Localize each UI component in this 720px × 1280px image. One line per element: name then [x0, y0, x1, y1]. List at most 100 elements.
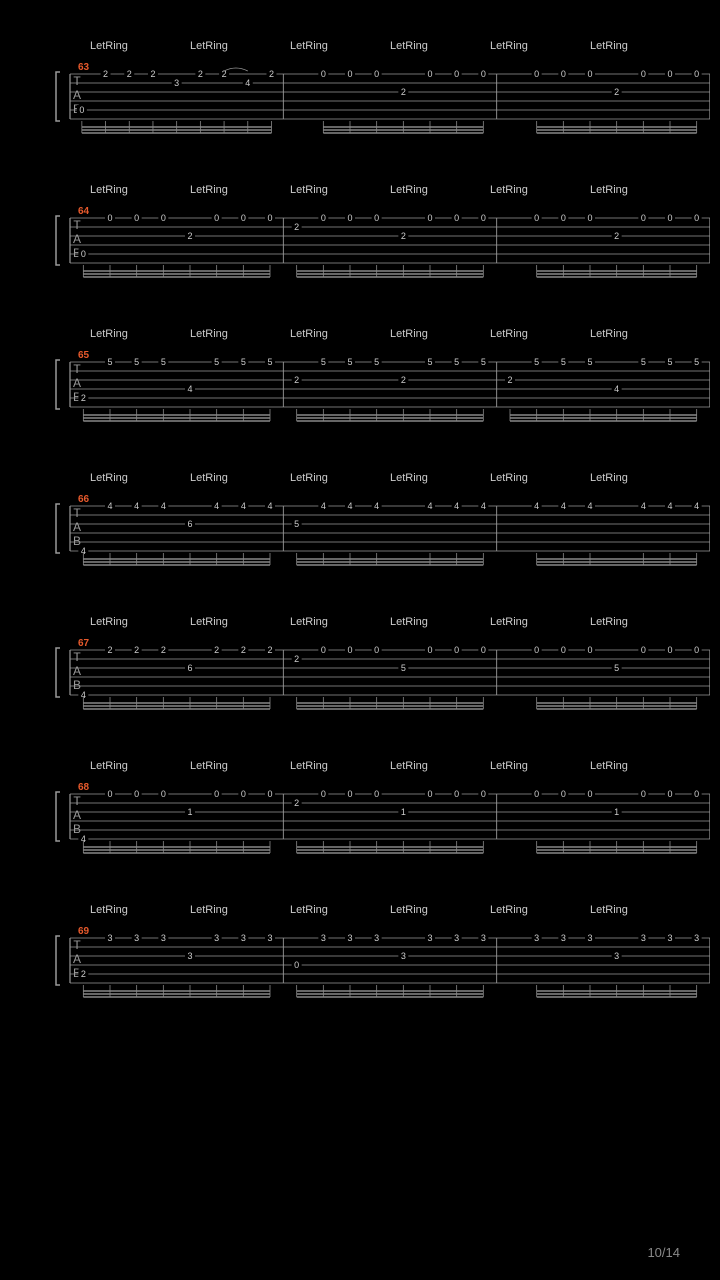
staff: 68TAB40001000200010000001000: [30, 786, 690, 866]
svg-text:0: 0: [161, 789, 166, 799]
svg-text:0: 0: [347, 213, 352, 223]
letring-label: LetRing: [90, 904, 190, 916]
svg-text:T: T: [73, 794, 81, 808]
svg-text:0: 0: [374, 645, 379, 655]
svg-text:3: 3: [174, 78, 179, 88]
svg-text:4: 4: [267, 501, 272, 511]
svg-text:A: A: [73, 952, 81, 966]
svg-text:3: 3: [134, 933, 139, 943]
svg-text:3: 3: [401, 951, 406, 961]
svg-text:0: 0: [534, 69, 539, 79]
svg-text:2: 2: [267, 645, 272, 655]
svg-text:0: 0: [454, 645, 459, 655]
bar-number: 66: [78, 494, 89, 505]
svg-text:A: A: [73, 664, 81, 678]
svg-text:2: 2: [214, 645, 219, 655]
svg-text:5: 5: [561, 357, 566, 367]
svg-text:4: 4: [187, 384, 192, 394]
svg-text:0: 0: [534, 789, 539, 799]
svg-text:T: T: [73, 650, 81, 664]
svg-text:5: 5: [667, 357, 672, 367]
svg-text:0: 0: [667, 213, 672, 223]
svg-text:0: 0: [241, 789, 246, 799]
letring-label: LetRing: [390, 184, 490, 196]
letring-label: LetRing: [190, 472, 290, 484]
letring-label: LetRing: [290, 184, 390, 196]
svg-text:3: 3: [587, 933, 592, 943]
svg-text:2: 2: [401, 87, 406, 97]
svg-text:4: 4: [214, 501, 219, 511]
letring-row: LetRingLetRingLetRingLetRingLetRingLetRi…: [90, 328, 690, 340]
letring-row: LetRingLetRingLetRingLetRingLetRingLetRi…: [90, 616, 690, 628]
letring-label: LetRing: [290, 760, 390, 772]
svg-text:2: 2: [294, 222, 299, 232]
svg-text:0: 0: [587, 789, 592, 799]
svg-text:0: 0: [347, 69, 352, 79]
svg-text:0: 0: [427, 213, 432, 223]
svg-text:0: 0: [107, 213, 112, 223]
svg-text:0: 0: [587, 645, 592, 655]
svg-text:0: 0: [321, 69, 326, 79]
svg-text:3: 3: [667, 933, 672, 943]
svg-text:4: 4: [347, 501, 352, 511]
letring-label: LetRing: [90, 472, 190, 484]
svg-text:A: A: [73, 88, 81, 102]
svg-text:3: 3: [267, 933, 272, 943]
svg-text:3: 3: [561, 933, 566, 943]
svg-text:3: 3: [214, 933, 219, 943]
tab-page: LetRingLetRingLetRingLetRingLetRingLetRi…: [0, 0, 720, 1280]
svg-text:0: 0: [534, 213, 539, 223]
letring-label: LetRing: [590, 472, 690, 484]
letring-label: LetRing: [590, 760, 690, 772]
letring-label: LetRing: [590, 616, 690, 628]
svg-text:0: 0: [481, 645, 486, 655]
svg-text:2: 2: [127, 69, 132, 79]
svg-text:T: T: [73, 506, 81, 520]
system-bar-65: LetRingLetRingLetRingLetRingLetRingLetRi…: [30, 328, 690, 434]
svg-text:3: 3: [161, 933, 166, 943]
letring-row: LetRingLetRingLetRingLetRingLetRingLetRi…: [90, 904, 690, 916]
letring-label: LetRing: [90, 760, 190, 772]
svg-text:0: 0: [374, 69, 379, 79]
svg-text:5: 5: [107, 357, 112, 367]
svg-text:1: 1: [187, 807, 192, 817]
svg-text:0: 0: [267, 213, 272, 223]
svg-text:5: 5: [587, 357, 592, 367]
letring-label: LetRing: [290, 328, 390, 340]
svg-text:0: 0: [481, 213, 486, 223]
svg-text:A: A: [73, 520, 81, 534]
svg-text:2: 2: [81, 393, 86, 403]
svg-text:3: 3: [481, 933, 486, 943]
letring-label: LetRing: [190, 616, 290, 628]
bar-number: 63: [78, 62, 89, 73]
svg-text:0: 0: [694, 69, 699, 79]
svg-text:5: 5: [401, 663, 406, 673]
svg-text:5: 5: [347, 357, 352, 367]
svg-text:B: B: [73, 678, 81, 692]
svg-text:4: 4: [374, 501, 379, 511]
bar-number: 67: [78, 638, 89, 649]
svg-text:0: 0: [587, 69, 592, 79]
svg-text:0: 0: [667, 69, 672, 79]
svg-text:2: 2: [198, 69, 203, 79]
svg-text:3: 3: [347, 933, 352, 943]
svg-text:3: 3: [107, 933, 112, 943]
svg-text:0: 0: [694, 645, 699, 655]
bar-number: 69: [78, 926, 89, 937]
svg-text:0: 0: [79, 105, 84, 115]
letring-label: LetRing: [90, 616, 190, 628]
letring-label: LetRing: [190, 328, 290, 340]
system-bar-68: LetRingLetRingLetRingLetRingLetRingLetRi…: [30, 760, 690, 866]
letring-label: LetRing: [290, 616, 390, 628]
bar-number: 68: [78, 782, 89, 793]
svg-text:3: 3: [427, 933, 432, 943]
svg-text:0: 0: [454, 789, 459, 799]
svg-text:2: 2: [294, 654, 299, 664]
svg-text:0: 0: [667, 645, 672, 655]
svg-text:0: 0: [294, 960, 299, 970]
letring-row: LetRingLetRingLetRingLetRingLetRingLetRi…: [90, 472, 690, 484]
svg-text:5: 5: [374, 357, 379, 367]
svg-text:2: 2: [187, 231, 192, 241]
svg-text:4: 4: [107, 501, 112, 511]
letring-label: LetRing: [190, 40, 290, 52]
